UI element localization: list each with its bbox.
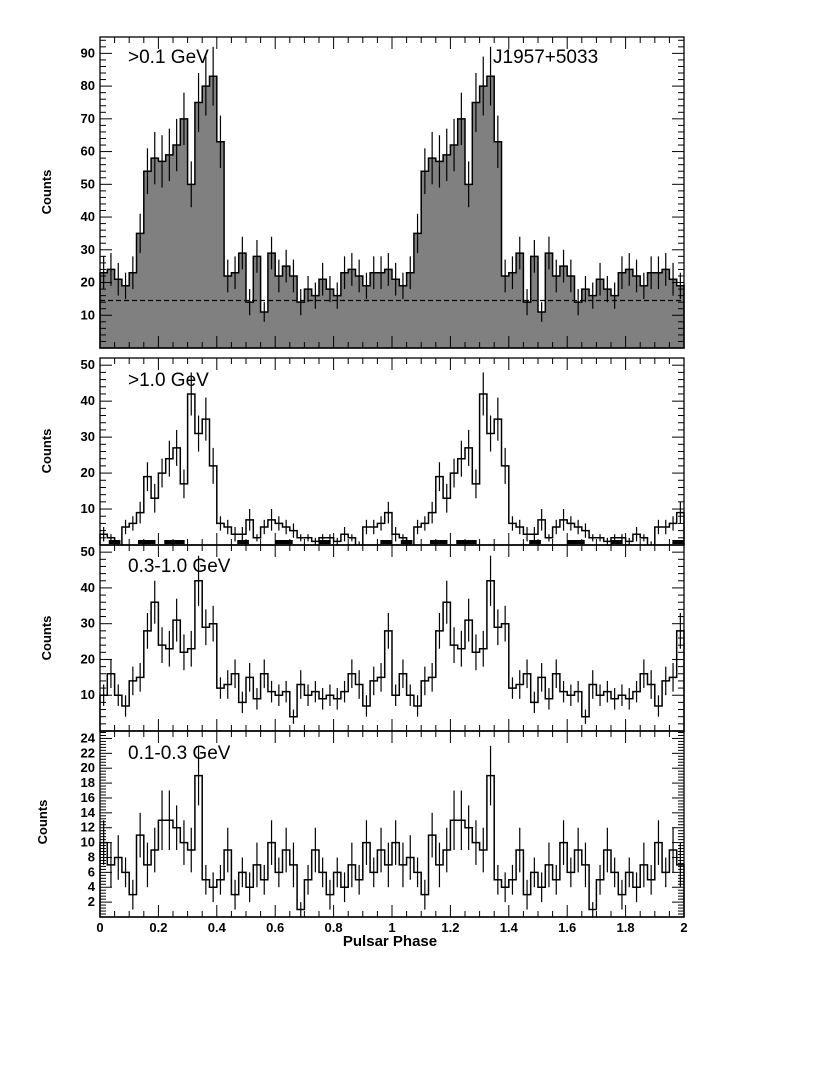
x-axis-tick-labels: 0 0.2 0.4 0.6 0.8 1 1.2 1.4 1.6 1.8 2	[96, 920, 687, 935]
panel-2-y-tick-label: 50	[81, 544, 95, 559]
x-tick-label: 1.2	[441, 920, 459, 935]
x-tick-label: 0.2	[149, 920, 167, 935]
rug-marker	[611, 540, 623, 544]
panel-3-y-tick-label: 8	[88, 849, 95, 864]
x-tick-label: 0.6	[266, 920, 284, 935]
x-tick-label: 1.4	[500, 920, 519, 935]
x-tick-label: 1	[388, 920, 395, 935]
rug-marker	[319, 540, 331, 544]
panel-3-y-tick-label: 24	[81, 730, 96, 745]
rug-marker	[529, 540, 541, 544]
rug-marker	[429, 540, 448, 544]
rug-marker	[164, 540, 185, 544]
panel-0-title: >0.1 GeV	[128, 47, 209, 68]
panel-1-y-tick-label: 50	[81, 357, 95, 372]
panel-2-plot-area: 10 20 30 40 50	[81, 544, 685, 732]
panel-0-y-tick-label: 80	[81, 78, 95, 93]
rug-marker	[275, 540, 293, 544]
panel-2-histogram	[99, 580, 685, 732]
panel-2-title: 0.3-1.0 GeV	[128, 556, 231, 577]
panel-0-y-tick-label: 60	[81, 144, 95, 159]
panel-3-y-tick-label: 16	[81, 790, 95, 805]
panel-2-y-tick-label: 30	[81, 616, 95, 631]
panel-0-y-tick-label: 90	[81, 45, 95, 60]
panel-1-plot-area: 10 20 30 40 50	[81, 357, 685, 546]
rug-marker	[237, 540, 249, 544]
panel-1-y-tick-label: 20	[81, 465, 95, 480]
x-tick-label: 1.6	[558, 920, 576, 935]
panel-0-y-tick-label: 30	[81, 242, 95, 257]
panel-3-ylabel: Counts	[35, 800, 50, 845]
panel-1-y-tick-label: 30	[81, 429, 95, 444]
x-tick-label: 1.8	[617, 920, 635, 935]
panel-0-y-tick-label: 50	[81, 176, 95, 191]
panel-2-y-tick-label: 40	[81, 580, 95, 595]
panel-3-y-tick-label: 12	[81, 820, 95, 835]
panel-2-y-tick-label: 20	[81, 651, 95, 666]
panel-3-title: 0.1-0.3 GeV	[128, 743, 231, 764]
panel-0-annotation: J1957+5033	[493, 47, 598, 68]
panel-1-y-tick-label: 40	[81, 393, 95, 408]
x-tick-label: 2	[680, 920, 687, 935]
panel-1-histogram	[99, 393, 685, 546]
panel-1-y-tick-label: 10	[81, 501, 95, 516]
panel-0-histogram	[99, 75, 685, 349]
panel-3-y-tick-label: 22	[81, 745, 95, 760]
panel-0-y-tick-label: 10	[81, 307, 95, 322]
panel-3-histogram	[99, 774, 685, 918]
panel-0-ylabel: Counts	[39, 170, 54, 215]
x-tick-label: 0	[96, 920, 103, 935]
panel-3-y-tick-label: 18	[81, 775, 95, 790]
panel-1-1p0-gev: 10 20 30 40 50 >1.0 GeV Counts	[39, 357, 685, 546]
panel-3-y-tick-label: 4	[88, 879, 96, 894]
panel-0-y-tick-label: 40	[81, 209, 95, 224]
panel-3-y-tick-label: 14	[81, 805, 96, 820]
panel-2-ylabel: Counts	[39, 616, 54, 661]
panel-1-ylabel: Counts	[39, 429, 54, 474]
panel-3-y-tick-label: 20	[81, 760, 95, 775]
panel-2-y-tick-label: 10	[81, 687, 95, 702]
panel-0-0p1-gev: 10 20 30 40 50 60 70 80 90 >0.1 GeV J1957+5033 C…	[39, 36, 685, 349]
panel-0-plot-area: 10 20 30 40 50 60 70 80 90	[81, 36, 685, 349]
x-tick-label: 0.4	[208, 920, 227, 935]
rug-marker	[380, 540, 392, 544]
panel-3-y-tick-label: 2	[88, 894, 95, 909]
rug-marker	[567, 540, 585, 544]
panel-2-0p3-1p0-gev: 10 20 30 40 50 0.3-1.0 GeV Counts	[39, 544, 685, 732]
panel-0-y-tick-label: 70	[81, 111, 95, 126]
x-axis-label: Pulsar Phase	[343, 933, 437, 950]
x-tick-label: 0.8	[325, 920, 343, 935]
rug-marker	[137, 540, 156, 544]
rug-marker	[456, 540, 477, 544]
panel-3-y-tick-label: 10	[81, 835, 95, 850]
panel-0-y-tick-label: 20	[81, 275, 95, 290]
panel-3-y-tick-label: 6	[88, 864, 95, 879]
rug-marker	[672, 540, 684, 544]
panel-1-title: >1.0 GeV	[128, 370, 209, 391]
